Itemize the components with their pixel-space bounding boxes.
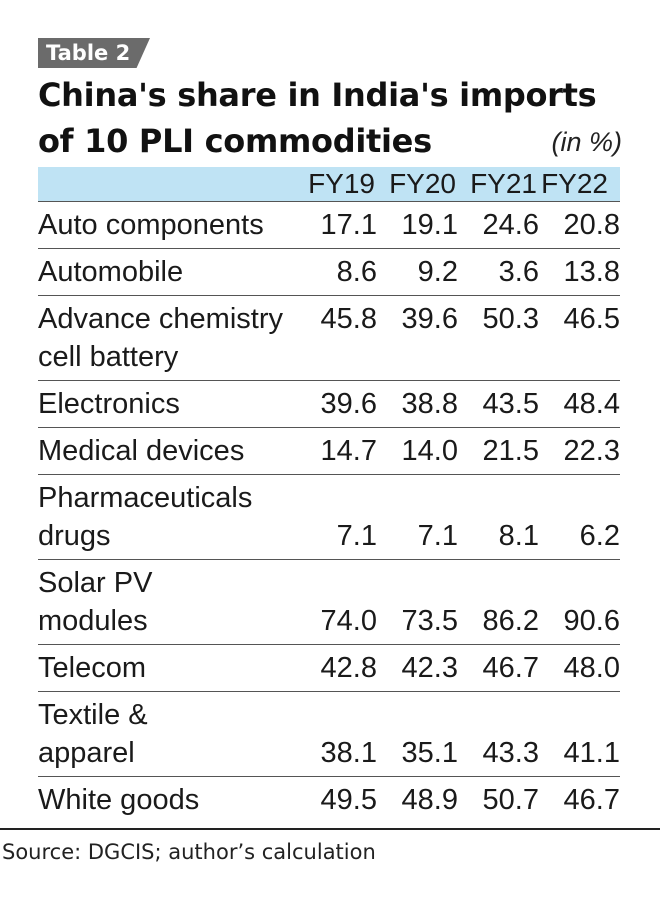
commodity-name: Solar PV modules — [38, 567, 153, 637]
share-value: 14.0 — [401, 435, 458, 467]
commodity-name: Pharmaceuticals drugs — [38, 482, 253, 552]
table-row: Electronics 39.6 38.8 43.5 48.4 — [38, 381, 620, 428]
table-row: Telecom 42.8 42.3 46.7 48.0 — [38, 645, 620, 692]
share-value: 3.6 — [498, 256, 539, 288]
table-number-tag: Table 2 — [38, 38, 150, 68]
share-value: 38.8 — [401, 388, 458, 420]
share-value: 38.1 — [320, 737, 377, 769]
table-row: Medical devices 14.7 14.0 21.5 22.3 — [38, 428, 620, 475]
share-value: 86.2 — [482, 605, 539, 637]
table-header-row: FY19 FY20 FY21 FY22 — [38, 167, 620, 202]
share-value: 45.8 — [320, 303, 377, 335]
share-value: 43.5 — [482, 388, 539, 420]
share-value: 50.7 — [482, 784, 539, 816]
commodity-name: Auto components — [38, 209, 264, 241]
share-value: 17.1 — [320, 209, 377, 241]
share-value: 41.1 — [563, 737, 620, 769]
share-value: 8.6 — [336, 256, 377, 288]
page-title: China's share in India's imports of 10 P… — [38, 72, 597, 164]
table-row: White goods 49.5 48.9 50.7 46.7 — [38, 777, 620, 823]
data-table: FY19 FY20 FY21 FY22 Auto components 17.1 1… — [38, 167, 620, 823]
share-value: 39.6 — [401, 303, 458, 335]
table-row: Pharmaceuticals drugs 7.1 7.1 8.1 6.2 — [38, 475, 620, 560]
share-value: 49.5 — [320, 784, 377, 816]
share-value: 90.6 — [563, 605, 620, 637]
column-header: FY19 — [308, 168, 375, 199]
share-value: 48.0 — [563, 652, 620, 684]
share-value: 48.9 — [401, 784, 458, 816]
share-value: 19.1 — [401, 209, 458, 241]
share-value: 24.6 — [482, 209, 539, 241]
share-value: 46.5 — [563, 303, 620, 335]
share-value: 39.6 — [320, 388, 377, 420]
commodity-name: White goods — [38, 784, 200, 816]
commodity-name: Automobile — [38, 256, 184, 288]
share-value: 42.3 — [401, 652, 458, 684]
share-value: 7.1 — [336, 520, 377, 552]
share-value: 9.2 — [417, 256, 458, 288]
share-value: 46.7 — [563, 784, 620, 816]
table-row: Solar PV modules 74.0 73.5 86.2 90.6 — [38, 560, 620, 645]
table-row: Textile & apparel 38.1 35.1 43.3 41.1 — [38, 692, 620, 777]
commodity-name: Medical devices — [38, 435, 245, 467]
share-value: 22.3 — [563, 435, 620, 467]
share-value: 21.5 — [482, 435, 539, 467]
share-value: 43.3 — [482, 737, 539, 769]
share-value: 74.0 — [320, 605, 377, 637]
title-line-2: of 10 PLI commodities — [38, 122, 432, 160]
share-value: 14.7 — [320, 435, 377, 467]
share-value: 48.4 — [563, 388, 620, 420]
share-value: 13.8 — [563, 256, 620, 288]
share-value: 50.3 — [482, 303, 539, 335]
share-value: 46.7 — [482, 652, 539, 684]
column-header: FY22 — [541, 168, 608, 199]
commodity-name: Advance chemistry cell battery — [38, 303, 283, 373]
commodity-name: Textile & apparel — [38, 699, 148, 769]
share-value: 7.1 — [417, 520, 458, 552]
table-row: Advance chemistry cell battery 45.8 39.6 50.… — [38, 296, 620, 381]
commodity-name: Telecom — [38, 652, 146, 684]
source-note: Source: DGCIS; author’s calculation — [0, 828, 660, 864]
share-value: 20.8 — [563, 209, 620, 241]
share-value: 35.1 — [401, 737, 458, 769]
table-row: Automobile 8.6 9.2 3.6 13.8 — [38, 249, 620, 296]
table-row: Auto components 17.1 19.1 24.6 20.8 — [38, 202, 620, 249]
table-body: Auto components 17.1 19.1 24.6 20.8 Automobil… — [38, 202, 620, 823]
unit-label: (in %) — [551, 127, 622, 157]
column-header: FY21 — [470, 168, 537, 199]
column-header: FY20 — [389, 168, 456, 199]
share-value: 42.8 — [320, 652, 377, 684]
commodity-name: Electronics — [38, 388, 180, 420]
share-value: 73.5 — [401, 605, 458, 637]
share-value: 8.1 — [498, 520, 539, 552]
share-value: 6.2 — [579, 520, 620, 552]
title-line-1: China's share in India's imports — [38, 76, 597, 114]
